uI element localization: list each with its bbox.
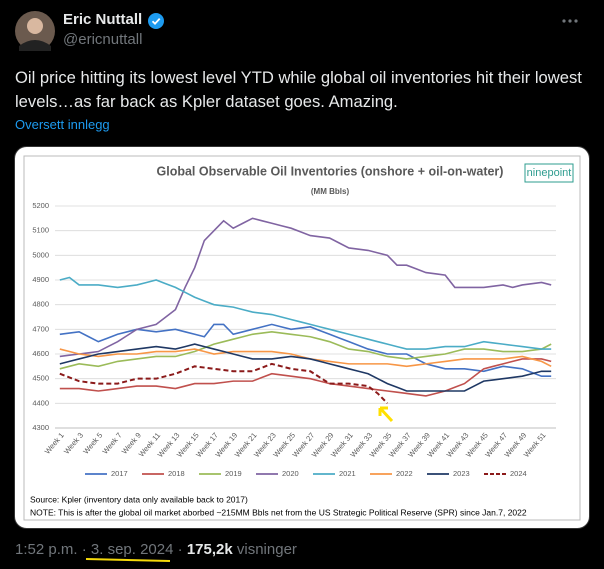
separator: · [81,541,87,558]
highlight-arrow [378,406,394,423]
more-menu[interactable] [562,19,578,23]
translate-link[interactable]: Oversett innlegg [15,117,110,132]
legend-label: 2021 [339,469,356,478]
series-line [59,330,552,370]
tweet-text: Oil price hitting its lowest level YTD w… [15,68,582,111]
y-tick-label: 5000 [32,250,49,259]
avatar-face [27,18,43,34]
tweet-footer: 1:52 p.m. · 3. sep. 2024 · 175,2k visnin… [15,541,297,558]
source-note: Source: Kpler (inventory data only avail… [30,494,248,504]
legend-label: 2022 [396,469,413,478]
series-line [59,217,552,358]
series-line [59,362,389,405]
separator: · [177,541,183,558]
verified-badge [148,13,164,29]
logo: ninepoint [527,167,572,179]
series-line [59,358,552,397]
legend-label: 2020 [282,469,299,478]
post-date[interactable]: 3. sep. 2024 [90,541,174,558]
avatar-body [19,40,51,51]
author-name[interactable]: Eric Nuttall [63,11,143,28]
series-line [59,343,552,392]
series-line [59,323,552,377]
view-count: 175,2k [186,541,233,558]
y-tick-label: 4400 [32,398,49,407]
y-tick-label: 4800 [32,300,49,309]
views-label: visninger [236,541,297,558]
author-handle[interactable]: @ericnuttall [63,31,143,48]
legend-label: 2017 [111,469,128,478]
y-tick-label: 4900 [32,275,49,284]
chart-border [23,155,581,521]
legend-label: 2024 [510,469,527,478]
y-tick-label: 4300 [32,423,49,432]
y-tick-label: 4500 [32,374,49,383]
date-underline [85,558,171,562]
legend-label: 2018 [168,469,185,478]
chart-subtitle: (MM Bbls) [311,187,350,196]
y-tick-label: 4600 [32,349,49,358]
y-tick-label: 5100 [32,226,49,235]
y-tick-label: 4700 [32,324,49,333]
series-line [59,276,552,350]
logo-box [524,163,574,183]
legend-label: 2023 [453,469,470,478]
chart-title: Global Observable Oil Inventories (onsho… [157,164,504,178]
spr-note: NOTE: This is after the global oil marke… [30,507,527,517]
post-time[interactable]: 1:52 p.m. [15,541,78,558]
y-tick-label: 5200 [32,201,49,210]
legend-label: 2019 [225,469,242,478]
